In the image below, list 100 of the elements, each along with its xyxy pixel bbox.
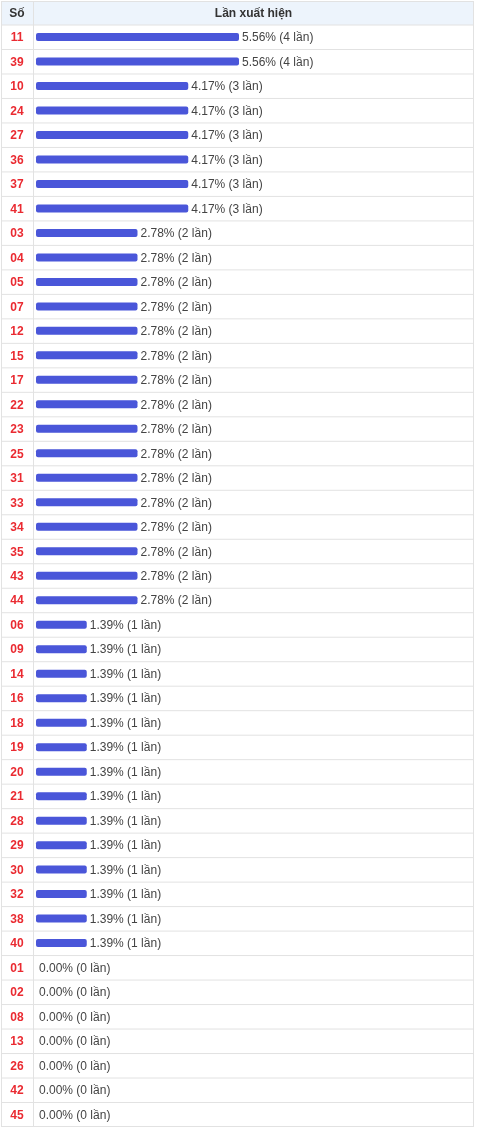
bar — [36, 204, 189, 213]
data-label: 2.78% (2 lần) — [140, 520, 212, 535]
bar — [36, 106, 189, 115]
y-tick-label: 18 — [10, 715, 24, 730]
bar — [36, 718, 87, 727]
y-tick-label: 15 — [10, 348, 24, 363]
y-tick-label: 14 — [10, 666, 24, 681]
data-label: 2.78% (2 lần) — [140, 250, 212, 265]
y-tick-label: 05 — [10, 275, 24, 290]
bar — [36, 228, 138, 237]
bar — [36, 816, 87, 825]
bar — [36, 277, 138, 286]
data-label: 0.00% (0 lần) — [39, 985, 111, 1000]
y-tick-label: 01 — [10, 960, 24, 975]
data-label: 2.78% (2 lần) — [140, 324, 212, 339]
bar — [36, 645, 87, 654]
y-tick-label: 30 — [10, 862, 24, 877]
bar — [36, 400, 138, 409]
y-tick-label: 25 — [10, 446, 24, 461]
y-tick-label: 09 — [10, 642, 24, 657]
bar — [36, 939, 87, 948]
bar — [36, 57, 239, 66]
bar — [36, 179, 189, 188]
data-label: 2.78% (2 lần) — [140, 299, 212, 314]
data-label: 2.78% (2 lần) — [140, 422, 212, 437]
x-axis-title: Lần xuất hiện — [213, 5, 294, 22]
data-label: 0.00% (0 lần) — [39, 960, 111, 975]
data-label: 2.78% (2 lần) — [140, 569, 212, 583]
y-tick-label: 08 — [10, 1009, 24, 1024]
data-label: 5.56% (4 lần) — [242, 54, 314, 69]
data-label: 2.78% (2 lần) — [140, 275, 212, 290]
data-label: 4.17% (3 lần) — [191, 177, 263, 192]
data-label: 0.00% (0 lần) — [39, 1107, 111, 1122]
y-tick-label: 39 — [10, 54, 24, 69]
data-label: 1.39% (1 lần) — [89, 715, 162, 730]
bar — [36, 155, 189, 164]
data-label: 4.17% (3 lần) — [191, 79, 263, 94]
bar — [36, 890, 87, 899]
data-label: 4.17% (3 lần) — [191, 103, 263, 118]
y-tick-label: 40 — [10, 936, 24, 951]
y-tick-label: 06 — [10, 617, 24, 632]
bar — [36, 449, 138, 458]
y-tick-label: 45 — [10, 1107, 24, 1122]
data-label: 2.78% (2 lần) — [140, 397, 212, 412]
y-tick-label: 19 — [10, 740, 24, 755]
bar — [36, 669, 87, 678]
y-tick-label: 26 — [10, 1058, 24, 1073]
data-label: 1.39% (1 lần) — [89, 691, 162, 706]
bar — [36, 694, 87, 703]
data-label: 0.00% (0 lần) — [39, 1009, 111, 1024]
data-label: 0.00% (0 lần) — [39, 1058, 111, 1073]
bar — [36, 375, 138, 384]
bar — [36, 547, 138, 556]
bar — [36, 130, 189, 139]
data-label: 2.78% (2 lần) — [140, 544, 212, 559]
bar — [36, 620, 87, 629]
y-tick-label: 21 — [10, 789, 24, 804]
y-tick-label: 24 — [10, 103, 24, 118]
y-tick-label: 41 — [10, 201, 24, 216]
data-label: 1.39% (1 lần) — [89, 617, 162, 632]
y-tick-label: 02 — [10, 985, 24, 1000]
data-label: 4.17% (3 lần) — [191, 201, 263, 216]
y-tick-label: 33 — [10, 495, 24, 510]
bar — [36, 841, 87, 850]
data-label: 1.39% (1 lần) — [89, 642, 162, 657]
bar — [36, 914, 87, 923]
bar — [36, 865, 87, 874]
data-label: 4.17% (3 lần) — [191, 152, 263, 167]
y-tick-label: 10 — [10, 79, 24, 94]
data-label: 1.39% (1 lần) — [89, 911, 162, 926]
bar — [36, 33, 239, 41]
data-label: 1.39% (1 lần) — [89, 813, 162, 828]
y-tick-label: 13 — [10, 1034, 24, 1049]
data-label: 1.39% (1 lần) — [89, 862, 162, 877]
data-label: 1.39% (1 lần) — [89, 838, 162, 853]
bar — [36, 302, 138, 311]
y-tick-label: 37 — [10, 177, 24, 192]
data-label: 2.78% (2 lần) — [140, 446, 212, 461]
bar — [36, 351, 138, 360]
data-label: 2.78% (2 lần) — [140, 495, 212, 510]
y-tick-label: 12 — [10, 324, 24, 339]
bar — [36, 522, 138, 531]
data-label: 1.39% (1 lần) — [89, 764, 162, 779]
y-tick-label: 35 — [10, 544, 24, 559]
y-tick-label: 38 — [10, 911, 24, 926]
data-label: 0.00% (0 lần) — [39, 1034, 111, 1049]
data-label: 1.39% (1 lần) — [89, 666, 162, 681]
bar — [36, 743, 87, 752]
bar — [36, 473, 138, 482]
y-tick-label: 42 — [10, 1083, 24, 1098]
data-label: 1.39% (1 lần) — [89, 887, 162, 902]
data-label: 2.78% (2 lần) — [140, 373, 212, 388]
bar — [36, 571, 138, 580]
y-tick-label: 28 — [10, 813, 24, 828]
y-tick-label: 29 — [10, 838, 24, 853]
y-axis-title: Số — [8, 5, 26, 22]
y-tick-label: 20 — [10, 764, 24, 779]
bar — [36, 498, 138, 507]
y-tick-label: 43 — [10, 569, 24, 583]
y-tick-label: 07 — [10, 299, 24, 314]
